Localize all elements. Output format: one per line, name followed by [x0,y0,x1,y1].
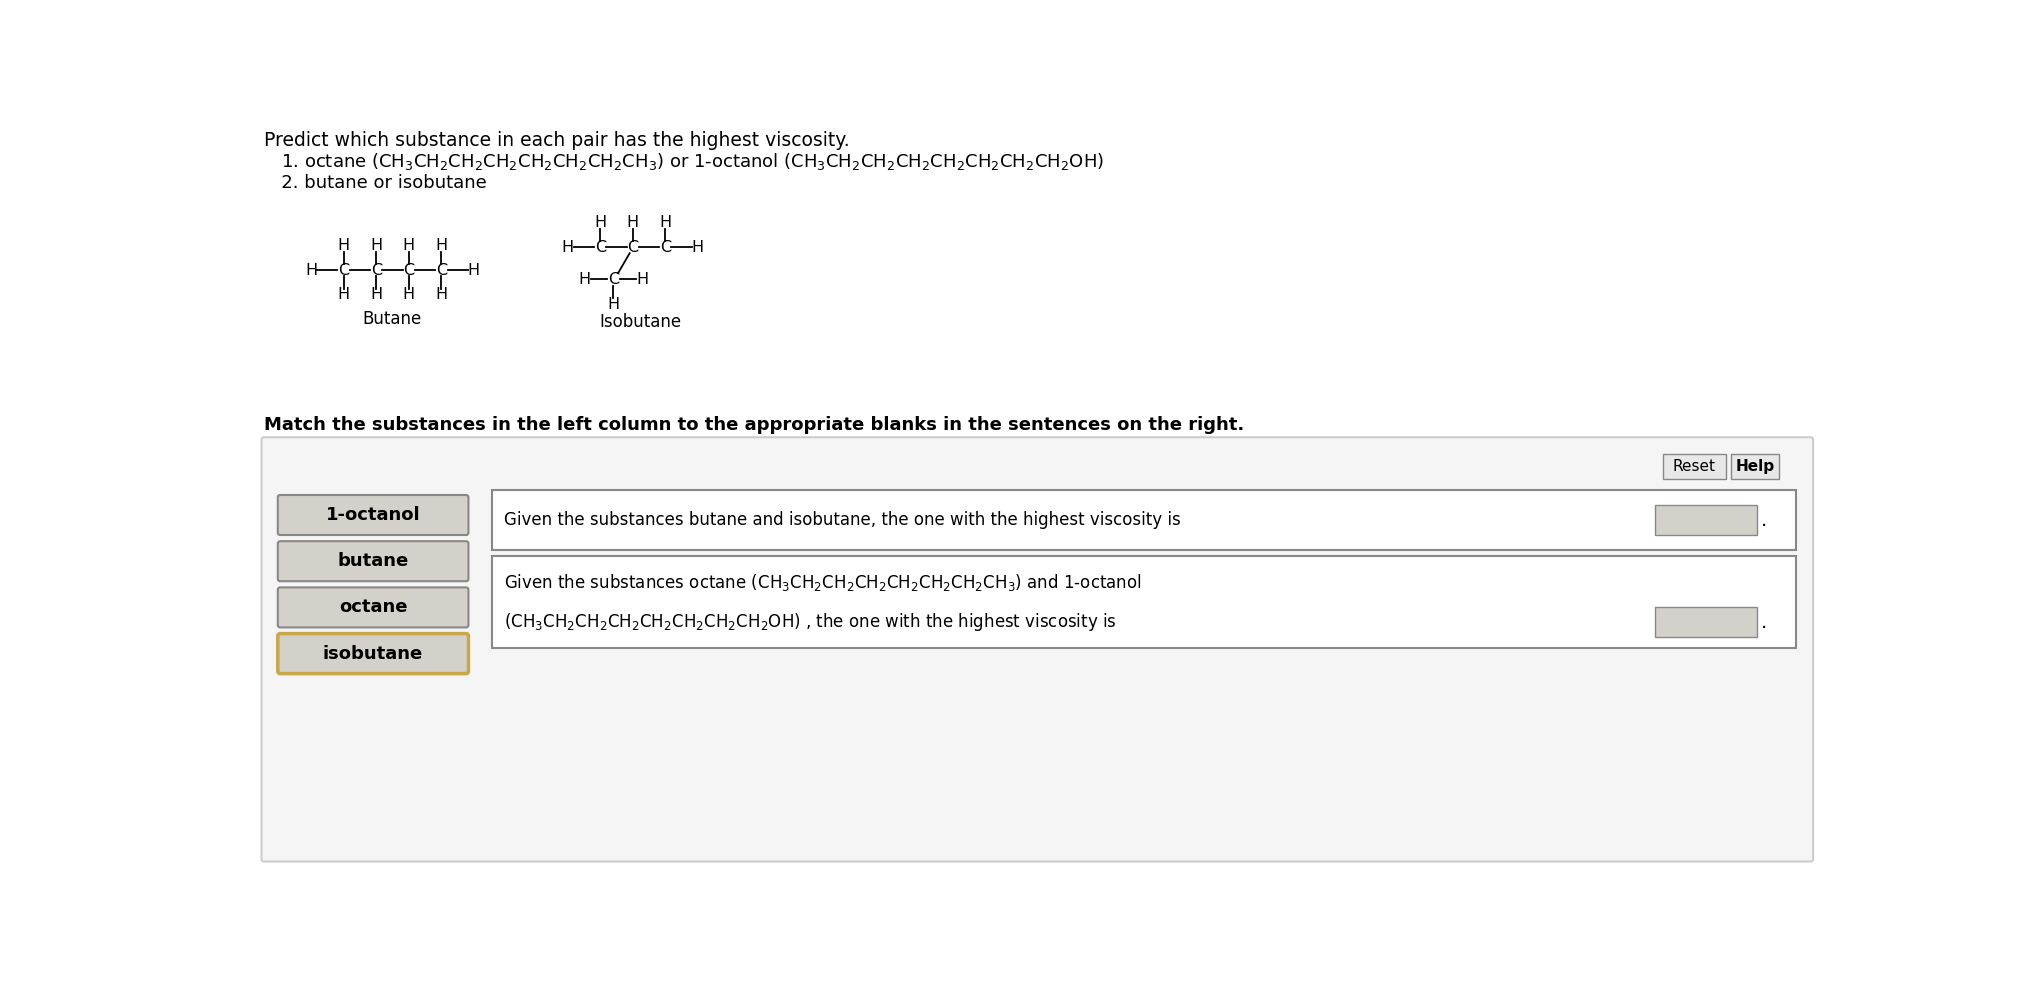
Text: H: H [627,215,639,230]
Text: 1-octanol: 1-octanol [326,506,421,524]
Text: Match the substances in the left column to the appropriate blanks in the sentenc: Match the substances in the left column … [263,416,1244,434]
Text: H: H [607,297,619,312]
Text: C: C [403,263,415,278]
FancyBboxPatch shape [261,437,1813,862]
FancyBboxPatch shape [1730,454,1778,479]
Text: H: H [403,238,415,253]
Text: isobutane: isobutane [324,645,423,663]
Text: H: H [635,272,647,287]
Text: C: C [595,240,605,255]
Text: C: C [659,240,670,255]
Text: H: H [579,272,591,287]
Text: 1. octane $(\mathrm{CH_3CH_2CH_2CH_2CH_2CH_2CH_2CH_3})$ or 1-octanol $(\mathrm{C: 1. octane $(\mathrm{CH_3CH_2CH_2CH_2CH_2… [263,151,1103,172]
Text: C: C [338,263,350,278]
Text: Given the substances butane and isobutane, the one with the highest viscosity is: Given the substances butane and isobutan… [504,511,1179,529]
Text: Butane: Butane [362,310,423,328]
Text: H: H [435,238,447,253]
FancyBboxPatch shape [492,556,1794,648]
Text: C: C [435,263,447,278]
Text: Predict which substance in each pair has the highest viscosity.: Predict which substance in each pair has… [263,131,850,150]
FancyBboxPatch shape [1655,505,1756,535]
Text: H: H [370,238,382,253]
Text: $(\mathrm{CH_3CH_2CH_2CH_2CH_2CH_2CH_2CH_2OH})$ , the one with the highest visco: $(\mathrm{CH_3CH_2CH_2CH_2CH_2CH_2CH_2CH… [504,611,1117,633]
FancyBboxPatch shape [492,490,1794,550]
Text: 2. butane or isobutane: 2. butane or isobutane [263,174,486,192]
Text: H: H [595,215,607,230]
Text: H: H [435,287,447,302]
Text: H: H [692,240,704,255]
Text: butane: butane [338,552,409,570]
FancyBboxPatch shape [277,587,467,627]
Text: C: C [627,240,637,255]
FancyBboxPatch shape [277,541,467,581]
Text: H: H [338,238,350,253]
Text: Reset: Reset [1673,459,1716,474]
Text: H: H [467,263,479,278]
Text: Help: Help [1734,459,1774,474]
Text: .: . [1760,511,1766,530]
Text: .: . [1760,613,1766,632]
Text: H: H [338,287,350,302]
Text: H: H [403,287,415,302]
Text: H: H [305,263,318,278]
Text: H: H [560,240,573,255]
Text: Isobutane: Isobutane [599,313,682,331]
Text: C: C [370,263,382,278]
FancyBboxPatch shape [277,495,467,535]
FancyBboxPatch shape [277,634,467,674]
Text: octane: octane [338,598,407,616]
FancyBboxPatch shape [1655,607,1756,637]
Text: H: H [659,215,672,230]
FancyBboxPatch shape [1663,454,1726,479]
Text: Given the substances octane $(\mathrm{CH_3CH_2CH_2CH_2CH_2CH_2CH_2CH_3})$ and 1-: Given the substances octane $(\mathrm{CH… [504,572,1141,593]
Text: C: C [607,272,619,287]
Text: H: H [370,287,382,302]
